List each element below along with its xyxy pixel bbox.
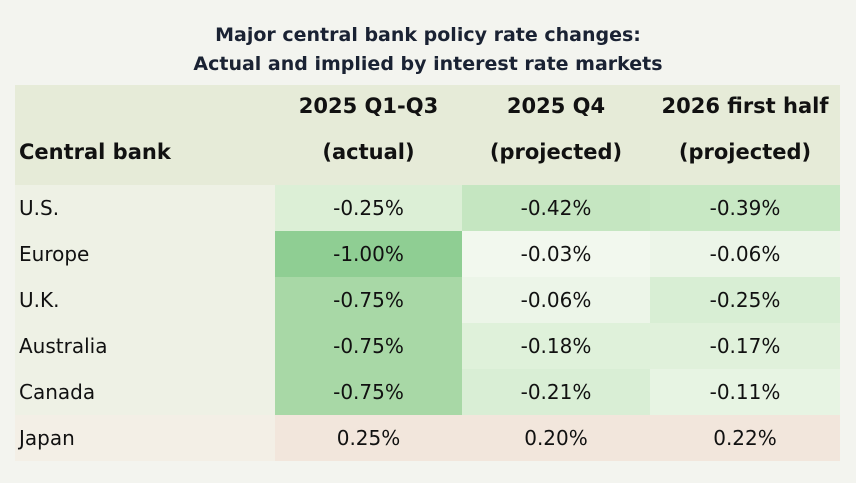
row-label: U.K. bbox=[15, 277, 275, 323]
table-cell: -0.75% bbox=[275, 277, 462, 323]
table-cell: -0.17% bbox=[650, 323, 840, 369]
column-header: Central bank bbox=[15, 85, 275, 185]
table-cell: 0.22% bbox=[650, 415, 840, 461]
table-cell: -0.21% bbox=[462, 369, 650, 415]
table-cell: -0.11% bbox=[650, 369, 840, 415]
table-cell: -0.03% bbox=[462, 231, 650, 277]
header-text: (projected) bbox=[678, 140, 812, 164]
header-text: 2026 first half bbox=[661, 94, 829, 118]
header-text: 2025 Q4 bbox=[506, 94, 606, 118]
table: Central bank 2025 Q1-Q3 (actual) 2025 Q4 (pr… bbox=[15, 85, 840, 461]
header-text: (projected) bbox=[489, 140, 623, 164]
title: Actual and implied by interest rate mark… bbox=[193, 53, 663, 75]
row-label: U.S. bbox=[15, 185, 275, 231]
table-cell: -0.06% bbox=[462, 277, 650, 323]
table-cell: -0.39% bbox=[650, 185, 840, 231]
table-cell: -0.25% bbox=[275, 185, 462, 231]
table-cell: 0.25% bbox=[275, 415, 462, 461]
table-cell: -0.25% bbox=[650, 277, 840, 323]
row-label: Australia bbox=[15, 323, 275, 369]
column-header: 2025 Q4 (projected) bbox=[462, 85, 650, 185]
table-cell: -1.00% bbox=[275, 231, 462, 277]
table-cell: 0.20% bbox=[462, 415, 650, 461]
table-cell: -0.75% bbox=[275, 323, 462, 369]
row-label: Europe bbox=[15, 231, 275, 277]
row-label: Japan bbox=[15, 415, 275, 461]
column-header: 2026 first half (projected) bbox=[650, 85, 840, 185]
header-text: Central bank bbox=[19, 140, 171, 164]
table-cell: -0.06% bbox=[650, 231, 840, 277]
table-cell: -0.18% bbox=[462, 323, 650, 369]
header-text: 2025 Q1-Q3 bbox=[298, 94, 439, 118]
title: Major central bank policy rate changes: bbox=[215, 24, 641, 46]
header-text: (actual) bbox=[322, 140, 415, 164]
column-header: 2025 Q1-Q3 (actual) bbox=[275, 85, 462, 185]
table-cell: -0.75% bbox=[275, 369, 462, 415]
row-label: Canada bbox=[15, 369, 275, 415]
table-cell: -0.42% bbox=[462, 185, 650, 231]
